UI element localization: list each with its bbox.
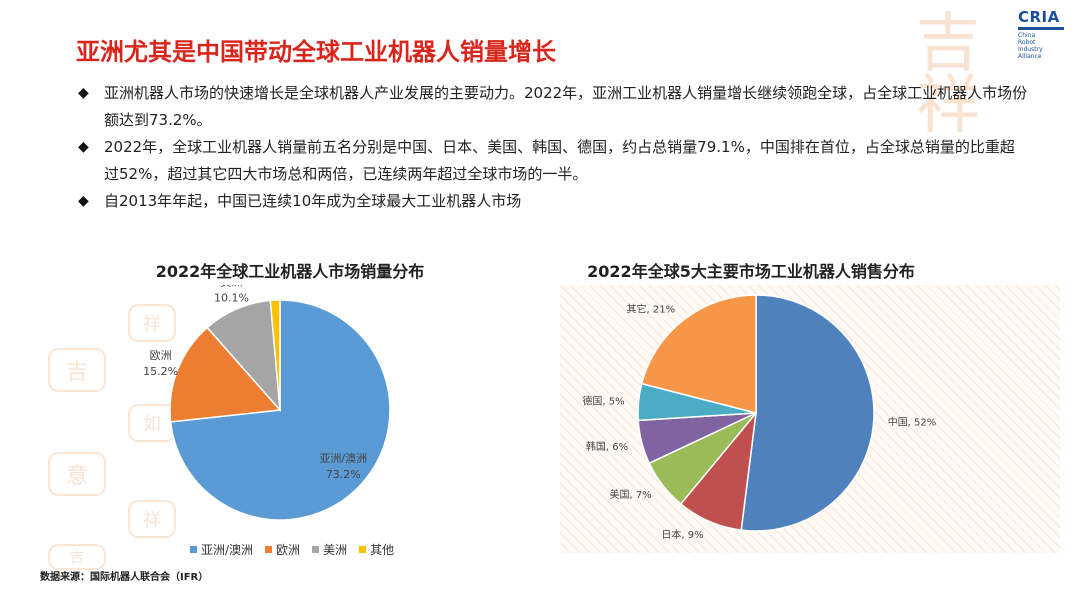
logo-name: CRIA	[1018, 8, 1060, 26]
legend-item: 亚洲/澳洲	[190, 541, 253, 558]
legend-label: 亚洲/澳洲	[201, 543, 254, 557]
logo-subtitle-line: Industry	[1018, 46, 1043, 53]
pie-slice-label: 亚洲/澳洲	[319, 452, 367, 465]
pie-slice-label: 美国, 7%	[609, 488, 651, 501]
logo-bar	[1018, 27, 1064, 30]
pie-slice-label: 德国, 5%	[582, 395, 624, 408]
logo-subtitle-line: China	[1018, 32, 1036, 39]
pie-chart-top5-markets: 中国, 52% 日本, 9% 美国, 7% 韩国, 6% 德国, 5% 其它, 21%	[582, 294, 937, 541]
legend-swatch	[312, 546, 320, 553]
bullet-item: ◆ 亚洲机器人市场的快速增长是全球机器人产业发展的主要动力。2022年，亚洲工业…	[78, 80, 1028, 134]
logo-subtitle-line: Robot	[1018, 39, 1036, 46]
decorative-seal-icon: 吉祥	[916, 7, 980, 143]
pie-slice-label: 欧洲	[150, 349, 172, 362]
page-title: 亚洲尤其是中国带动全球工业机器人销量增长	[76, 38, 556, 66]
decorative-seal-icon: 意	[48, 452, 106, 496]
data-source-note: 数据来源：国际机器人联合会（IFR）	[40, 572, 209, 583]
decorative-seal-icon: 祥	[128, 304, 176, 342]
pie-slice-value: 15.2%	[143, 365, 178, 378]
chart-title-top5-markets: 2022年全球5大主要市场工业机器人销售分布	[587, 262, 915, 281]
cria-logo: CRIA China Robot Industry Alliance	[1018, 8, 1064, 60]
pie-slice-1	[740, 294, 875, 532]
decorative-seal-icon: 吉	[48, 544, 106, 570]
logo-subtitle: China Robot Industry Alliance	[1018, 32, 1064, 60]
legend-item: 其他	[359, 541, 394, 558]
bullet-text: 2022年，全球工业机器人销量前五名分别是中国、日本、美国、韩国、德国，约占总销…	[104, 138, 1015, 183]
decorative-seal-icon: 吉	[48, 348, 106, 392]
logo-subtitle-line: Alliance	[1018, 53, 1042, 60]
bullet-item: ◆ 2022年，全球工业机器人销量前五名分别是中国、日本、美国、韩国、德国，约占…	[78, 134, 1028, 188]
bullet-text: 自2013年年起，中国已连续10年成为全球最大工业机器人市场	[104, 192, 522, 210]
bullet-list: ◆ 亚洲机器人市场的快速增长是全球机器人产业发展的主要动力。2022年，亚洲工业…	[78, 80, 1028, 215]
bullet-text: 亚洲机器人市场的快速增长是全球机器人产业发展的主要动力。2022年，亚洲工业机器…	[104, 84, 1028, 129]
legend-swatch	[359, 546, 367, 553]
pie-slice-label: 日本, 9%	[661, 528, 703, 541]
legend-label: 欧洲	[276, 543, 301, 557]
legend-swatch	[190, 546, 197, 553]
pie-slice-value: 10.1%	[214, 291, 249, 304]
bullet-item: ◆ 自2013年年起，中国已连续10年成为全球最大工业机器人市场	[78, 188, 1028, 215]
diamond-bullet-icon: ◆	[78, 193, 89, 209]
chart-title-global-distribution: 2022年全球工业机器人市场销量分布	[155, 262, 425, 281]
legend-item: 欧洲	[265, 541, 300, 558]
pie-slice-value: 1.4%	[264, 285, 292, 288]
pie-slice-2	[169, 326, 282, 423]
pie-slice-label: 其它, 21%	[627, 303, 676, 316]
pie-slice-4	[269, 299, 281, 411]
legend-swatch	[265, 546, 273, 553]
pie-slice-6	[640, 294, 757, 414]
legend-label: 其他	[370, 543, 395, 557]
pie-slice-label: 中国, 52%	[888, 415, 937, 428]
diamond-bullet-icon: ◆	[78, 139, 89, 155]
pie-slice-value: 73.2%	[326, 468, 361, 481]
pie-slice-label: 韩国, 6%	[586, 440, 628, 453]
pie-slice-label: 美洲	[221, 285, 243, 288]
chart-legend: 亚洲/澳洲 欧洲 美洲 其他	[190, 541, 394, 558]
diamond-bullet-icon: ◆	[78, 85, 89, 101]
decorative-seal-icon: 祥	[128, 500, 176, 538]
legend-label: 美洲	[323, 543, 348, 557]
legend-item: 美洲	[312, 541, 347, 558]
